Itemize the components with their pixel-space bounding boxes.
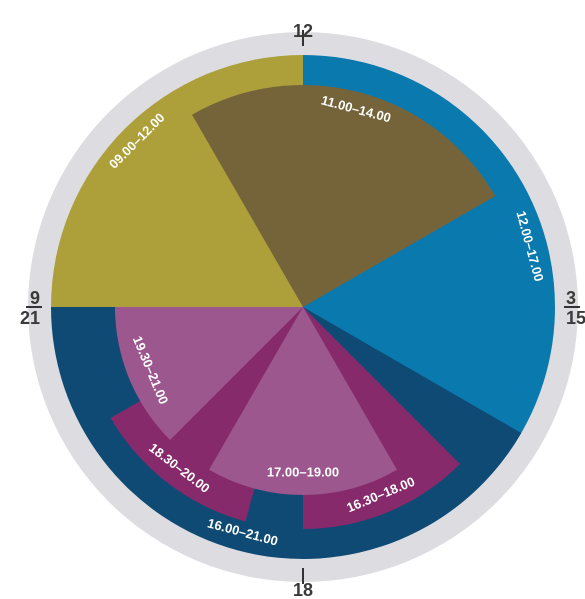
- segments-layer: [51, 55, 556, 560]
- segment-17-00-19-00: [209, 307, 397, 495]
- hour-label-21: 21: [20, 308, 40, 328]
- hour-label-3: 3: [566, 288, 576, 308]
- hour-label-18: 18: [293, 580, 313, 599]
- segment-11-00-14-00: [192, 84, 496, 308]
- hour-labels-layer: 12 315 18 921: [20, 21, 585, 599]
- segment-label-17-00-19-00: 17.00–19.00: [267, 464, 339, 479]
- hour-label-12: 12: [293, 21, 313, 41]
- segment-19-30-21-00: [115, 307, 303, 440]
- ticks-layer: [26, 30, 580, 584]
- hour-label-9: 9: [30, 288, 40, 308]
- hour-label-15: 15: [566, 308, 585, 328]
